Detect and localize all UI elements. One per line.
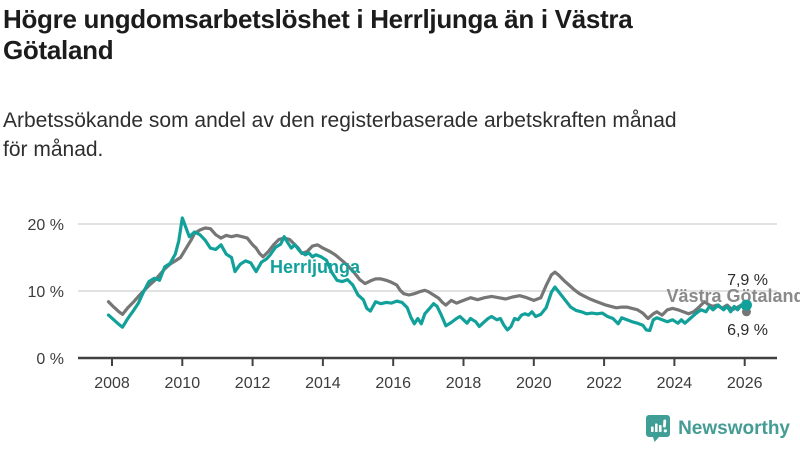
brand-name: Newsworthy [678,417,790,439]
series-line-herrljunga [106,216,749,333]
page-title: Högre ungdomsarbetslöshet i Herrljunga ä… [3,4,788,66]
title-line-1: Högre ungdomsarbetslöshet i Herrljunga ä… [3,4,633,34]
x-tick-label-2020: 2020 [516,375,552,392]
x-tick-label-2012: 2012 [235,375,271,392]
x-tick-label-2014: 2014 [305,375,341,392]
series-end-dot-herrljunga [740,299,752,311]
title-line-2: Götaland [3,35,114,65]
y-tick-label-0: 0 % [36,351,64,368]
subtitle-line-2: för månad. [3,138,104,161]
x-tick-label-2026: 2026 [727,375,763,392]
end-value-label-v-stra-g-taland: 6,9 % [727,322,768,339]
series-label-v-stra-g-taland: Västra Götaland [666,286,800,306]
x-tick-label-2010: 2010 [165,375,201,392]
y-tick-label-20: 20 % [28,217,64,234]
x-tick-label-2018: 2018 [446,375,482,392]
x-tick-label-2008: 2008 [94,375,130,392]
x-tick-label-2022: 2022 [586,375,622,392]
x-tick-label-2016: 2016 [375,375,411,392]
y-tick-label-10: 10 % [28,284,64,301]
end-value-label-herrljunga: 7,9 % [727,272,768,289]
series-line-v-stra-g-taland [106,226,749,321]
newsworthy-brand: Newsworthy [646,414,790,443]
chart-subtitle: Arbetssökande som andel av den registerb… [3,106,793,164]
subtitle-line-1: Arbetssökande som andel av den registerb… [3,109,677,132]
newsworthy-logo-icon [646,415,671,442]
series-label-herrljunga: Herrljunga [270,257,361,277]
x-tick-label-2024: 2024 [657,375,693,392]
